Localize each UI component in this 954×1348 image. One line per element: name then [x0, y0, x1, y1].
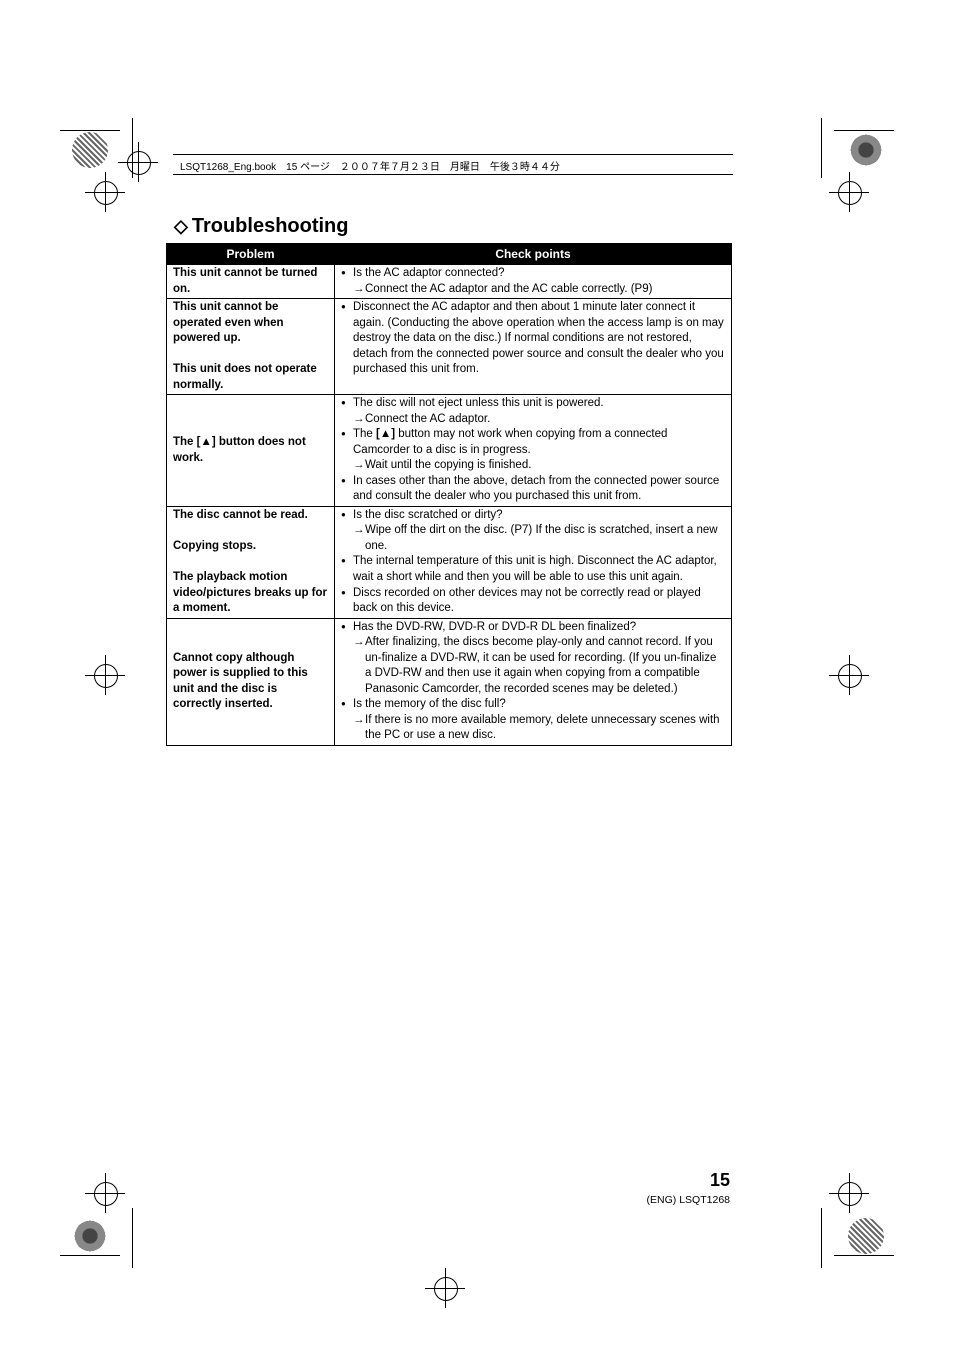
header-rule-top — [173, 154, 733, 155]
section-title-text: Troubleshooting — [192, 215, 349, 237]
crop-line — [60, 1255, 120, 1256]
register-mark — [829, 172, 869, 212]
checkpoints-cell: The disc will not eject unless this unit… — [335, 395, 732, 507]
checkpoint-item: Connect the AC adaptor. — [341, 412, 725, 428]
checkpoint-item: Wipe off the dirt on the disc. (P7) If t… — [341, 523, 725, 554]
crop-line — [821, 1208, 822, 1268]
problem-cell: This unit cannot be turned on. — [167, 265, 335, 299]
checkpoint-item: Discs recorded on other devices may not … — [341, 586, 725, 617]
table-row: This unit cannot be turned on.Is the AC … — [167, 265, 732, 299]
checkpoint-item: Is the AC adaptor connected? — [341, 266, 725, 282]
register-mark — [829, 1173, 869, 1213]
crop-ornament-tr — [848, 132, 884, 168]
checkpoint-item: Is the memory of the disc full? — [341, 697, 725, 713]
table-row: Cannot copy although power is supplied t… — [167, 618, 732, 745]
table-row: This unit cannot be operated even when p… — [167, 299, 732, 395]
troubleshooting-table: Problem Check points This unit cannot be… — [166, 243, 732, 746]
crop-line — [132, 1208, 133, 1268]
checkpoint-item: After finalizing, the discs become play-… — [341, 635, 725, 697]
checkpoint-item: Has the DVD-RW, DVD-R or DVD-R DL been f… — [341, 620, 725, 636]
problem-cell: This unit cannot be operated even when p… — [167, 299, 335, 395]
checkpoints-cell: Is the AC adaptor connected?Connect the … — [335, 265, 732, 299]
crop-line — [60, 130, 120, 131]
checkpoint-item: Is the disc scratched or dirty? — [341, 508, 725, 524]
crop-ornament-tl — [72, 132, 108, 168]
checkpoint-item: If there is no more available memory, de… — [341, 713, 725, 744]
header-rule-bottom — [173, 174, 733, 175]
section-title: ◇Troubleshooting — [174, 215, 349, 238]
crop-line — [821, 118, 822, 178]
page-footer: (ENG) LSQT1268 — [647, 1194, 730, 1206]
crop-line — [834, 130, 894, 131]
problem-cell: The [▲] button does not work. — [167, 395, 335, 507]
crop-ornament-br — [848, 1218, 884, 1254]
diamond-icon: ◇ — [174, 216, 188, 237]
checkpoint-item: Wait until the copying is finished. — [341, 458, 725, 474]
checkpoint-item: The disc will not eject unless this unit… — [341, 396, 725, 412]
checkpoint-item: The internal temperature of this unit is… — [341, 554, 725, 585]
checkpoint-item: In cases other than the above, detach fr… — [341, 474, 725, 505]
register-mark — [85, 1173, 125, 1213]
checkpoint-item: Connect the AC adaptor and the AC cable … — [341, 282, 725, 298]
table-header-problem: Problem — [167, 244, 335, 265]
problem-cell: The disc cannot be read.Copying stops.Th… — [167, 506, 335, 618]
checkpoints-cell: Disconnect the AC adaptor and then about… — [335, 299, 732, 395]
register-mark — [425, 1268, 465, 1308]
table-row: The [▲] button does not work. The disc wi… — [167, 395, 732, 507]
crop-line — [834, 1255, 894, 1256]
checkpoint-item: The [▲] button may not work when copying… — [341, 427, 725, 458]
page-number: 15 — [710, 1170, 730, 1191]
table-header-checkpoints: Check points — [335, 244, 732, 265]
problem-cell: Cannot copy although power is supplied t… — [167, 618, 335, 745]
crop-ornament-bl — [72, 1218, 108, 1254]
register-mark — [85, 655, 125, 695]
checkpoint-item: Disconnect the AC adaptor and then about… — [341, 300, 725, 378]
checkpoints-cell: Has the DVD-RW, DVD-R or DVD-R DL been f… — [335, 618, 732, 745]
page-header-text: LSQT1268_Eng.book 15 ページ ２００７年７月２３日 月曜日 … — [180, 158, 560, 173]
table-row: The disc cannot be read.Copying stops.Th… — [167, 506, 732, 618]
checkpoints-cell: Is the disc scratched or dirty?Wipe off … — [335, 506, 732, 618]
register-mark — [118, 142, 158, 182]
register-mark — [829, 655, 869, 695]
